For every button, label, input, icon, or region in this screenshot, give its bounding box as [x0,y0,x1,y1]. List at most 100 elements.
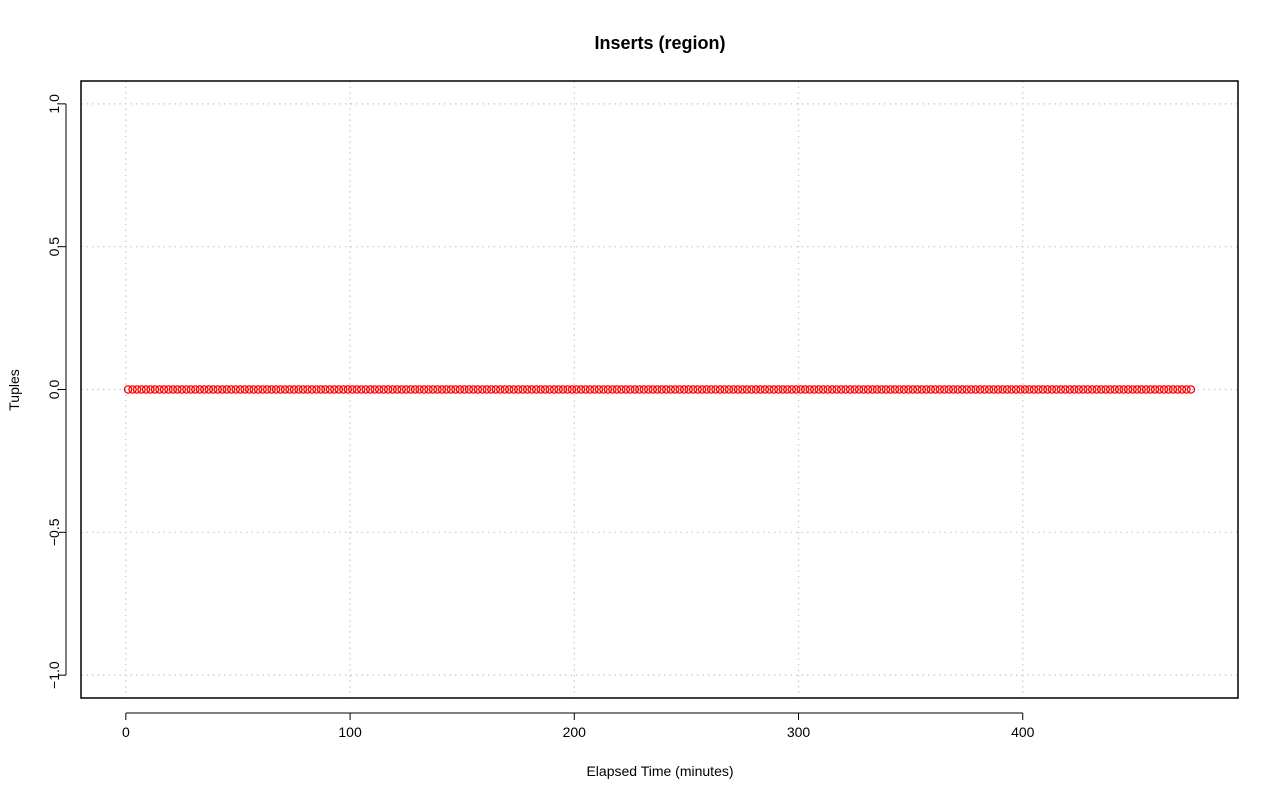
data-point [1173,385,1182,394]
data-point [980,385,989,394]
data-point [989,385,998,394]
data-point [617,385,626,394]
data-point [415,385,424,394]
data-point [442,385,451,394]
data-point [567,385,577,394]
data-point [146,385,155,394]
data-point [1101,385,1110,394]
data-point [563,385,572,394]
data-point [280,385,290,394]
data-point [863,385,873,394]
y-tick-label: 1.0 [46,94,62,114]
data-point [783,385,792,394]
data-point [738,385,747,394]
data-point [971,385,980,394]
data-point [155,385,164,394]
data-point [720,385,729,394]
x-tick-label: 100 [338,724,362,740]
data-point [1083,385,1093,394]
data-point [796,385,806,394]
data-point [262,385,272,394]
data-point [554,385,563,394]
data-point [993,385,1003,394]
data-point [209,385,218,394]
data-point [693,385,702,394]
data-point [733,385,743,394]
data-point [271,385,281,394]
data-point [289,385,299,394]
data-point [1074,385,1084,394]
data-point [253,385,263,394]
data-point [491,385,501,394]
data-point [841,385,850,394]
data-point [191,385,200,394]
data-point [854,385,864,394]
data-points [123,385,1196,394]
data-point [1043,385,1052,394]
data-point [455,385,465,394]
data-point [760,385,770,394]
data-point [365,385,375,394]
data-point [1025,385,1034,394]
data-point [370,385,379,394]
data-point [226,385,236,394]
data-point [890,385,900,394]
data-point [334,385,344,394]
data-point [137,385,146,394]
data-point [213,385,223,394]
data-point [984,385,994,394]
grid [81,81,1238,698]
data-point [711,385,720,394]
data-point [899,385,909,394]
data-point [769,385,779,394]
data-point [1105,385,1115,394]
data-point [383,385,393,394]
data-point [679,385,689,394]
data-point [1141,385,1151,394]
data-point [644,385,653,394]
data-point [303,385,312,394]
data-point [531,385,541,394]
data-point [1114,385,1124,394]
data-point [747,385,756,394]
data-point [487,385,496,394]
data-point [872,385,882,394]
data-point [895,385,904,394]
data-point [500,385,510,394]
data-point [469,385,478,394]
data-point [343,385,353,394]
data-point [805,385,814,394]
data-point [648,385,658,394]
data-point [940,385,949,394]
data-point [792,385,801,394]
plot-frame [80,80,1239,699]
data-point [401,385,411,394]
data-point [962,385,971,394]
data-point [478,385,487,394]
data-point [464,385,474,394]
data-point [823,385,832,394]
data-point [787,385,797,394]
data-point [697,385,707,394]
y-axis: −1.0 −0.5 0.0 0.5 1.0 [46,94,67,689]
data-point [168,385,178,394]
data-point [572,385,581,394]
data-point [756,385,765,394]
data-point [285,385,294,394]
data-point [675,385,684,394]
data-point [218,385,227,394]
data-point [186,385,196,394]
data-point [428,385,438,394]
data-point [1065,385,1075,394]
data-point [926,385,936,394]
y-tick-label: −1.0 [46,661,62,689]
data-point [765,385,774,394]
data-point [1029,385,1039,394]
data-point [437,385,447,394]
data-point [536,385,545,394]
data-point [150,385,160,394]
data-point [545,385,554,394]
y-tick-label: 0.5 [46,237,62,257]
data-point [818,385,828,394]
